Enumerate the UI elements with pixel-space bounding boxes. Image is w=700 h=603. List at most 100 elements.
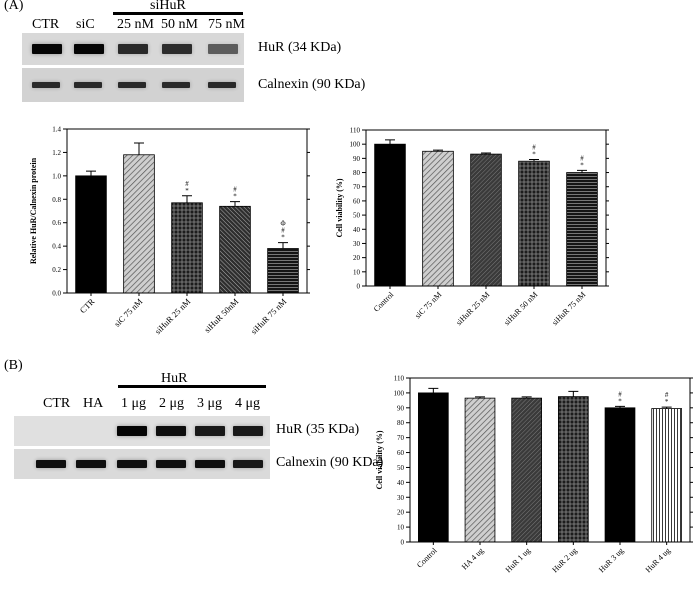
ca1-error-bar-3 — [182, 195, 192, 203]
cb1-ytick-label-2: 20 — [397, 509, 405, 517]
ca1-ytick-label-7: 1.4 — [52, 126, 61, 134]
blot-b-hur-band-3 — [117, 426, 147, 436]
ca2-error-bar-1 — [385, 139, 395, 145]
blot-b-group-bar — [118, 385, 266, 388]
ca1-significance-4: # * — [233, 186, 237, 201]
blot-a-hur-label: HuR (34 KDa) — [258, 40, 342, 55]
blot-a-group-bar — [113, 12, 243, 15]
ca2-bar-4 — [518, 160, 550, 287]
blot-a-calnexin-band-5 — [208, 82, 236, 88]
cb1-bar-4 — [557, 396, 589, 543]
cb1-bar-2 — [464, 397, 496, 543]
blot-b-calnexin-membrane — [14, 449, 270, 479]
ca2-ytick-label-8: 80 — [353, 169, 361, 177]
ca2-ylabel: Cell viability (%) — [335, 178, 344, 237]
cb1-bar-6 — [651, 408, 683, 543]
ca2-ytick-label-11: 110 — [350, 127, 361, 135]
blot-a-lane-75nm: 75 nM — [208, 17, 245, 32]
blot-a-lane-labels: CTR siC 25 nM 50 nM 75 nM — [0, 0, 260, 40]
cb1-ytick-label-5: 50 — [397, 464, 405, 472]
ca1-significance-3: # * — [185, 180, 189, 195]
ca1-xtick-label-1: siC 75 nM — [112, 296, 145, 329]
cb1-error-bar-2 — [475, 396, 485, 399]
cb1-bar-3 — [511, 397, 543, 543]
ca1-error-bar-1 — [86, 170, 96, 176]
panel-b-label: (B) — [4, 358, 23, 373]
ca2-xtick-label-0: Control — [372, 290, 396, 314]
ca1-error-bar-2 — [134, 142, 144, 155]
cb1-ytick-label-0: 0 — [401, 539, 405, 547]
blot-b-hur-band-6 — [233, 426, 263, 436]
ca2-bar-2 — [422, 150, 454, 287]
ca1-bar-4 — [219, 205, 251, 294]
ca1-bar-2 — [123, 154, 155, 294]
ca1-ytick-label-4: 0.8 — [52, 196, 61, 204]
cb1-error-bar-5 — [615, 405, 625, 408]
cb1-significance-6: # * — [665, 391, 669, 406]
cb1-xtick-label-4: HuR 3 ug — [597, 546, 625, 574]
blot-b-hur-band-5 — [195, 426, 225, 436]
cb1-error-bar-6 — [661, 406, 672, 409]
cb1-ytick-label-8: 80 — [397, 419, 405, 427]
ca2-error-bar-2 — [433, 149, 443, 152]
blot-b-calnexin-label: Calnexin (90 KDa) — [276, 455, 384, 470]
blot-b-calnexin-band-4 — [156, 460, 186, 468]
cb1-xtick-label-5: HuR 4 ug — [644, 546, 672, 574]
cb1-plot-frame — [409, 377, 691, 543]
ca2-error-bar-4 — [529, 158, 539, 162]
ca1-significance-5: Φ # * — [280, 220, 285, 242]
ca1-ytick-label-2: 0.4 — [52, 243, 61, 251]
ca1-ytick-label-6: 1.2 — [52, 149, 61, 157]
cb1-xtick-label-0: Control — [415, 546, 439, 570]
ca1-ylabel: Relative HuR/Calnexin protein — [29, 157, 38, 264]
ca2-xtick-label-2: siHuR 25 nM — [454, 290, 491, 327]
blot-a-calnexin-band-1 — [32, 82, 60, 88]
ca1-ytick-label-1: 0.2 — [52, 266, 61, 274]
blot-a-calnexin-band-3 — [118, 82, 146, 88]
blot-b-calnexin-band-3 — [117, 460, 147, 468]
cb1-ytick-label-3: 30 — [397, 494, 405, 502]
ca2-ytick-label-10: 100 — [350, 141, 361, 149]
blot-b-calnexin-band-5 — [195, 460, 225, 468]
ca2-ytick-label-6: 60 — [353, 197, 361, 205]
blot-b-lane-ha: HA — [83, 396, 104, 411]
ca1-bar-3 — [171, 202, 203, 294]
blot-a-hur-band-2 — [74, 44, 104, 54]
ca1-xtick-label-4: siHuR 75 nM — [249, 296, 289, 336]
cb1-ytick-label-11: 110 — [394, 375, 405, 383]
cb1-ytick-label-4: 40 — [397, 479, 405, 487]
cb1-error-bar-4 — [568, 390, 579, 397]
ca2-ytick-label-3: 30 — [353, 240, 361, 248]
blot-b-hur-membrane — [14, 416, 270, 446]
cb1-ytick-label-10: 100 — [394, 389, 405, 397]
blot-a-calnexin-label: Calnexin (90 KDa) — [258, 77, 366, 92]
cb1-error-bar-1 — [428, 387, 439, 393]
ca1-bar-5 — [267, 248, 299, 294]
blot-a-calnexin-band-4 — [162, 82, 190, 88]
ca2-error-bar-5 — [577, 169, 587, 173]
cb1-significance-5: # * — [618, 390, 622, 405]
panel-a-label: (A) — [4, 0, 24, 13]
cb1-ytick-label-7: 70 — [397, 434, 405, 442]
ca2-ytick-label-4: 40 — [353, 226, 361, 234]
blot-b-calnexin-band-2 — [76, 460, 106, 468]
cb1-error-bar-3 — [521, 396, 532, 399]
ca1-ytick-label-5: 1.0 — [52, 172, 61, 180]
blot-a-hur-membrane — [22, 33, 244, 65]
blot-b-group-label: HuR — [161, 371, 188, 386]
ca2-bar-5 — [566, 172, 598, 287]
ca2-ytick-label-7: 70 — [353, 183, 361, 191]
ca2-ytick-label-5: 50 — [353, 212, 361, 220]
blot-a-lane-ctr: CTR — [32, 17, 60, 32]
ca1-ytick-label-3: 0.6 — [52, 219, 61, 227]
ca1-error-bar-4 — [230, 201, 240, 207]
ca1-xtick-label-2: siHuR 25 nM — [153, 296, 193, 336]
blot-a-hur-band-1 — [32, 44, 62, 54]
ca2-xtick-label-4: siHuR 75 nM — [550, 290, 587, 327]
blot-b-lane-1ug: 1 μg — [121, 396, 147, 411]
cb1-ytick-label-1: 10 — [397, 524, 405, 532]
ca2-ytick-label-9: 90 — [353, 155, 361, 163]
ca1-xtick-label-3: siHuR 50nM — [202, 296, 241, 335]
blot-b-lane-ctr: CTR — [43, 396, 71, 411]
chart-a-relative-protein: # * # * Φ # * 0.0 0.2 0.4 0.6 0.8 1.0 1.2 1.4 CTR siC 75… — [29, 126, 310, 336]
